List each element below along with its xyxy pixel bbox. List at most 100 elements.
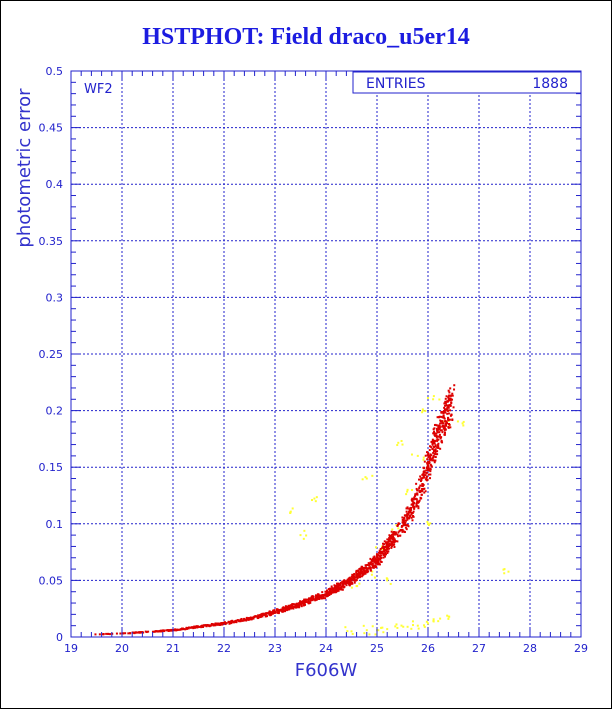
- data-point: [438, 398, 441, 401]
- data-point: [269, 611, 272, 614]
- data-point: [376, 560, 379, 563]
- grid: [71, 71, 581, 637]
- data-point: [396, 523, 399, 526]
- data-point: [270, 613, 273, 616]
- data-point: [426, 469, 429, 472]
- data-point: [309, 597, 312, 600]
- data-point: [402, 625, 405, 628]
- data-point: [388, 542, 391, 545]
- data-point: [404, 523, 407, 526]
- y-tick-label: 0.45: [39, 122, 64, 135]
- data-point: [398, 530, 401, 533]
- data-point: [334, 585, 337, 588]
- data-point: [397, 527, 400, 530]
- data-point: [434, 423, 437, 426]
- data-point: [421, 483, 424, 486]
- chart-title: HSTPHOT: Field draco_u5er14: [142, 24, 470, 50]
- data-point: [353, 572, 356, 575]
- data-point: [446, 400, 449, 403]
- data-point: [396, 524, 399, 527]
- data-point: [158, 630, 161, 633]
- data-point: [433, 434, 436, 437]
- data-point: [262, 612, 265, 615]
- data-point: [346, 630, 349, 633]
- data-point: [399, 528, 402, 531]
- data-point: [298, 604, 301, 607]
- data-point: [426, 464, 429, 467]
- x-tick-label: 23: [268, 642, 282, 655]
- x-tick-label: 19: [64, 642, 78, 655]
- data-point: [311, 595, 314, 598]
- data-point: [384, 546, 387, 549]
- data-point: [272, 610, 275, 613]
- data-point: [347, 581, 350, 584]
- data-point: [376, 563, 379, 566]
- data-point: [403, 531, 406, 534]
- data-point: [294, 605, 297, 608]
- data-point: [411, 620, 414, 623]
- data-point: [315, 496, 318, 499]
- data-point: [374, 558, 377, 561]
- data-point: [449, 399, 452, 402]
- data-point: [359, 569, 362, 572]
- data-point: [280, 608, 283, 611]
- data-point: [419, 475, 422, 478]
- data-point: [282, 606, 285, 609]
- data-point: [389, 537, 392, 540]
- data-point: [453, 384, 456, 387]
- data-point: [438, 435, 441, 438]
- data-point: [284, 605, 287, 608]
- data-point: [425, 471, 428, 474]
- data-point: [147, 630, 150, 633]
- data-point: [432, 445, 435, 448]
- data-point: [393, 545, 396, 548]
- data-point: [426, 462, 429, 465]
- data-point: [108, 633, 111, 636]
- data-point: [184, 628, 187, 631]
- data-point: [374, 633, 377, 636]
- data-point: [303, 603, 306, 606]
- data-point: [427, 622, 429, 625]
- data-point: [359, 571, 362, 574]
- data-point: [326, 591, 329, 594]
- data-point: [153, 630, 156, 633]
- data-point: [386, 552, 389, 555]
- data-point: [376, 556, 379, 559]
- data-point: [437, 446, 440, 449]
- data-point: [410, 516, 413, 519]
- data-point: [379, 554, 382, 557]
- data-point: [503, 568, 506, 571]
- data-point: [224, 622, 227, 625]
- data-point: [230, 622, 233, 625]
- data-point: [292, 607, 295, 610]
- data-point: [377, 554, 380, 557]
- data-point: [447, 399, 450, 402]
- data-point: [374, 557, 377, 560]
- data-point: [440, 429, 443, 432]
- data-point: [435, 435, 438, 438]
- data-point: [329, 590, 332, 593]
- data-point: [426, 451, 429, 454]
- data-point: [450, 402, 453, 405]
- data-point: [440, 411, 443, 414]
- data-point: [301, 602, 304, 605]
- data-point: [426, 478, 429, 481]
- y-tick-label: 0.5: [46, 65, 64, 78]
- data-point: [382, 546, 385, 549]
- data-point: [453, 388, 456, 391]
- data-point: [303, 598, 306, 601]
- data-point: [412, 515, 415, 518]
- data-point: [451, 398, 454, 401]
- data-point: [363, 632, 366, 635]
- data-point: [277, 612, 280, 615]
- data-point: [323, 594, 326, 597]
- data-point: [411, 498, 414, 501]
- data-point: [402, 521, 405, 524]
- data-point: [415, 493, 418, 496]
- data-point: [380, 560, 383, 563]
- data-point: [410, 511, 413, 514]
- data-point: [426, 458, 429, 461]
- data-point: [348, 576, 351, 579]
- data-point: [355, 573, 358, 576]
- data-point: [446, 412, 449, 415]
